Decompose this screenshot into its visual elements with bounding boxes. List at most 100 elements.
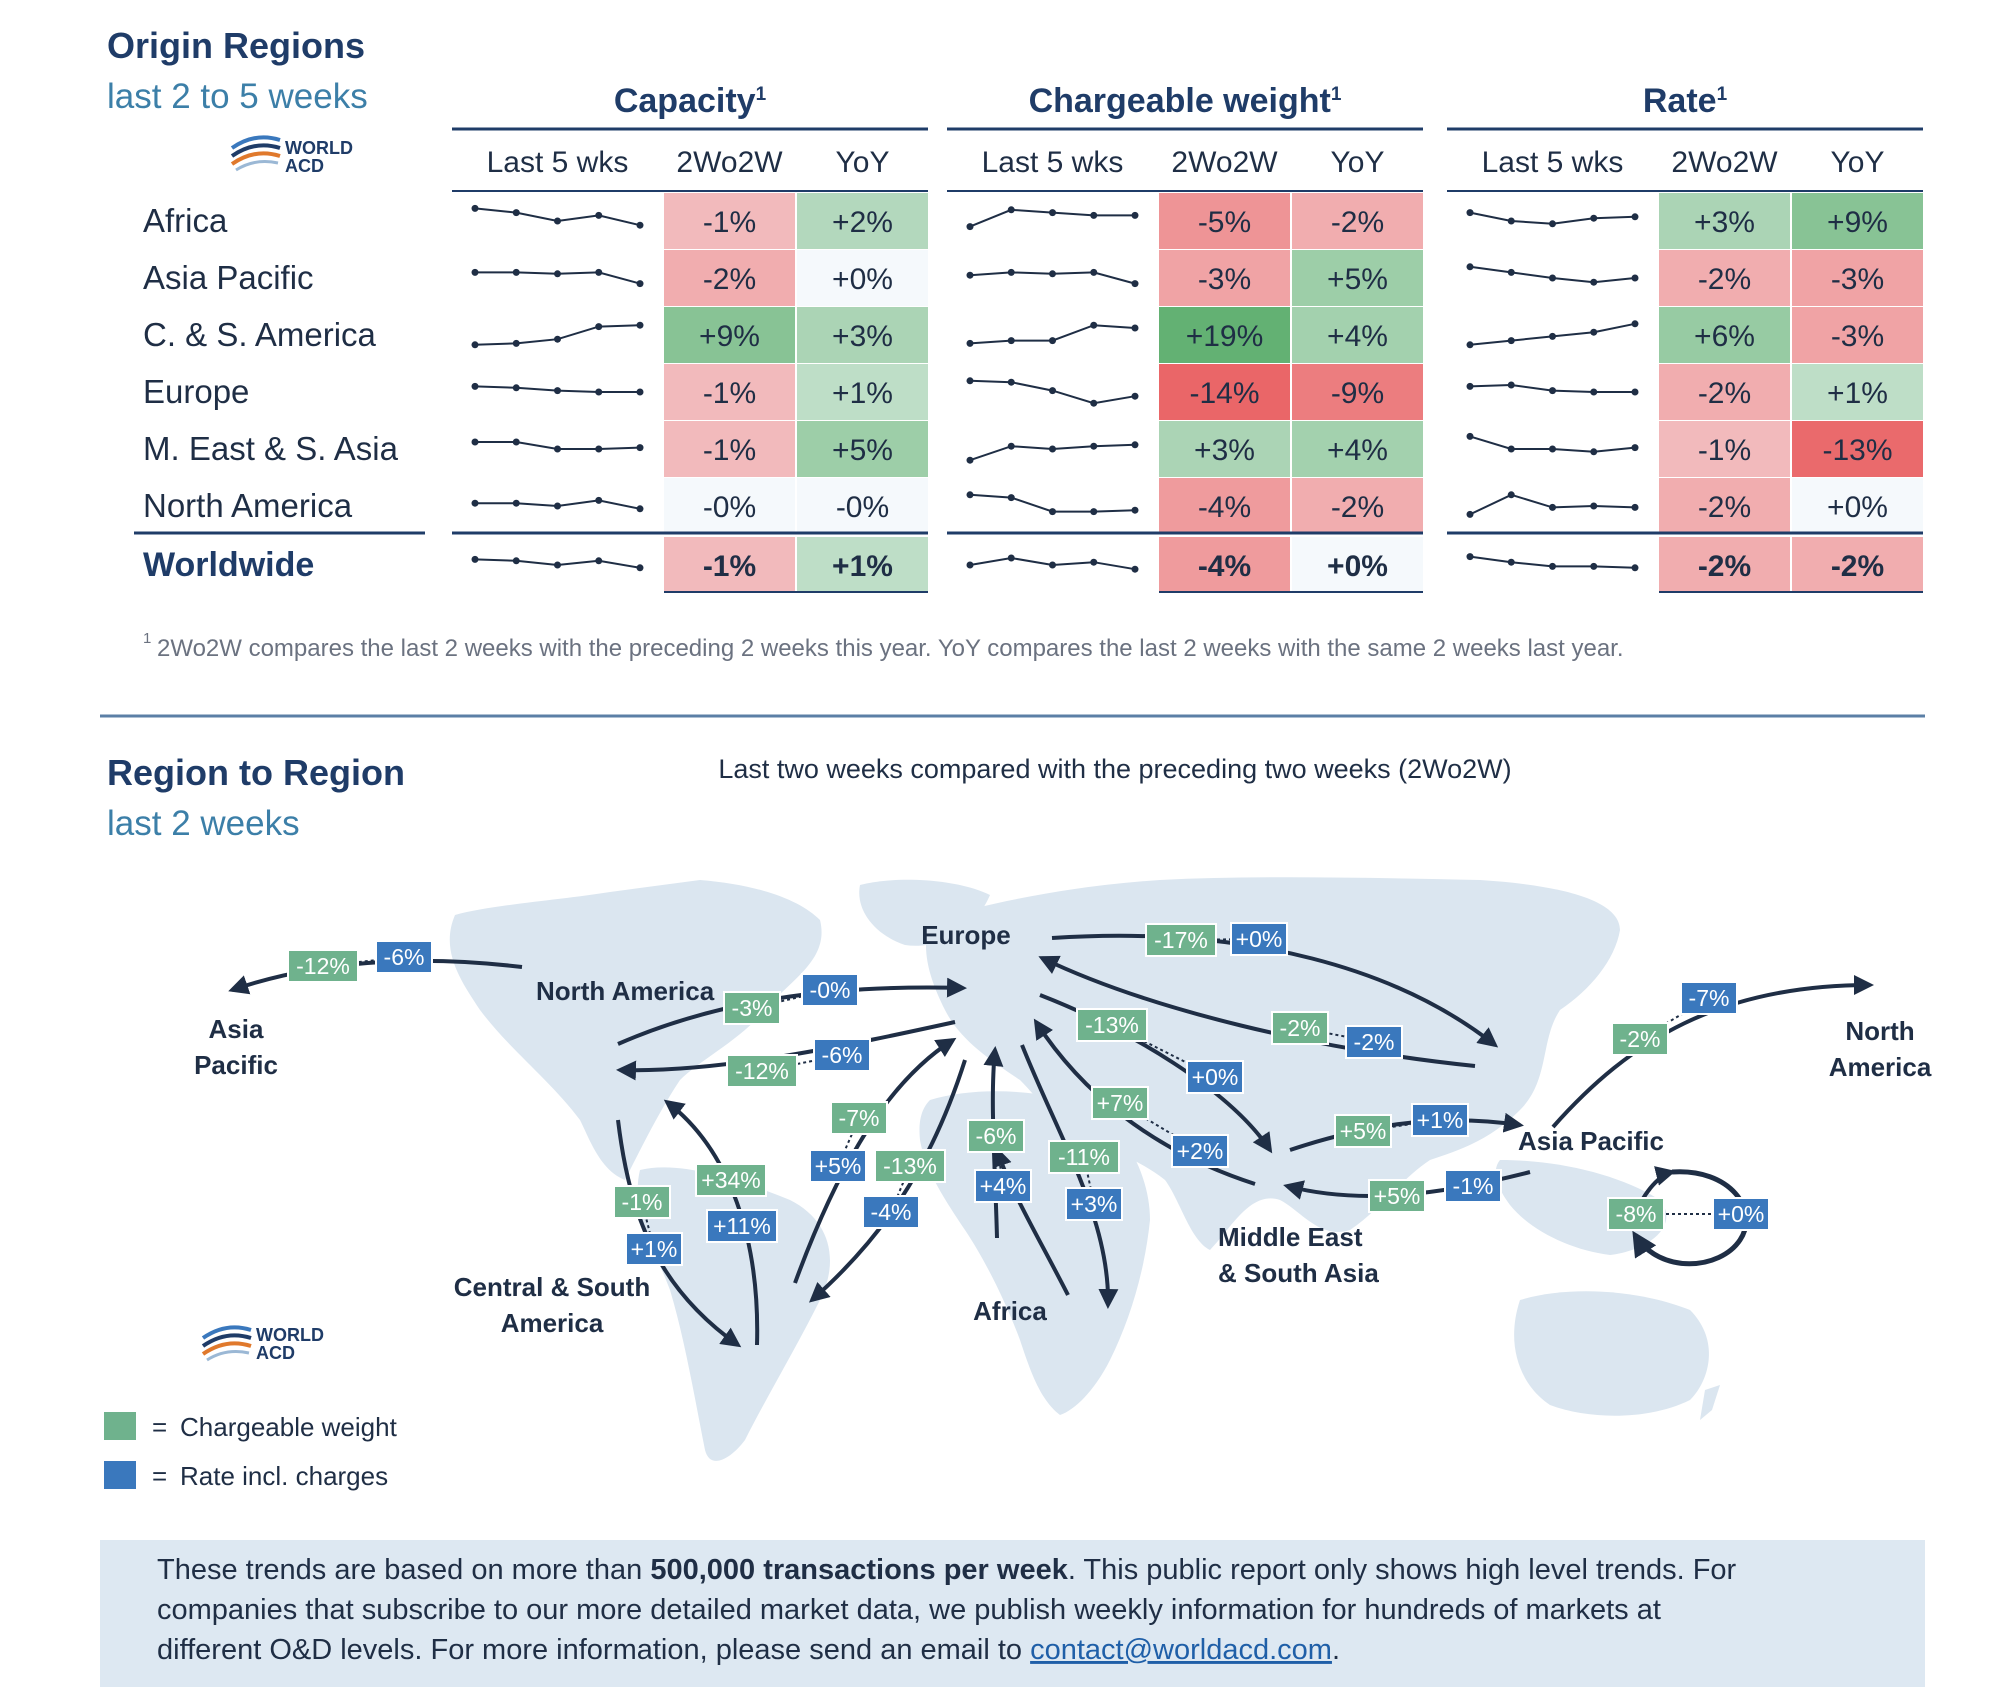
heat-cell	[1292, 478, 1423, 534]
map-label-north-america-right: North	[1845, 1016, 1914, 1046]
info-banner: These trends are based on more than 500,…	[100, 1540, 1925, 1687]
sparkline-point	[471, 341, 479, 349]
heat-cell	[1159, 364, 1290, 420]
heat-cell	[797, 364, 928, 420]
heat-cell	[1659, 193, 1790, 249]
table-row: Europe -1% +1% -14% -9% -2% +1%	[143, 364, 1923, 420]
heat-cell	[1792, 537, 1923, 593]
footnote-text: 2Wo2W compares the last 2 weeks with the…	[157, 635, 1624, 662]
logo-swirl-icon	[230, 135, 281, 172]
badge-chargeable: -3%	[723, 991, 781, 1025]
sparkline-point	[1131, 324, 1139, 332]
region-label: Africa	[143, 202, 228, 239]
badge-chargeable: +5%	[1368, 1179, 1426, 1213]
map-label-africa: Africa	[973, 1296, 1047, 1326]
sparkline-point	[1466, 432, 1474, 440]
sparkline-point	[1049, 387, 1056, 395]
badge-chargeable-value: +34%	[701, 1167, 760, 1193]
heat-cell	[1292, 537, 1423, 593]
badge-chargeable-value: -3%	[732, 995, 773, 1021]
sparkline-point	[1090, 211, 1098, 219]
heat-cell	[1792, 193, 1923, 249]
region-subtitle: last 2 weeks	[107, 804, 300, 843]
sparkline-point	[554, 502, 561, 510]
badge-rate-value: +0%	[1236, 926, 1283, 952]
land-australia	[1514, 1291, 1709, 1416]
heat-cell	[797, 478, 928, 534]
sparkline-point	[1549, 387, 1556, 395]
region-label: Europe	[143, 373, 249, 410]
sparkline-point	[1590, 214, 1598, 222]
badge-chargeable: -12%	[287, 949, 359, 983]
badge-rate-box	[1444, 1169, 1502, 1203]
badge-rate-box	[801, 973, 859, 1007]
legend-label-rate: Rate incl. charges	[180, 1461, 388, 1491]
arrow-apac-self-loop	[1632, 1169, 1749, 1267]
sparkline-point	[1131, 211, 1139, 219]
map-label-north-america: North America	[536, 976, 715, 1006]
heat-cell	[1659, 478, 1790, 534]
badge-rate: +2%	[1171, 1134, 1229, 1168]
sparkline-point	[1466, 510, 1474, 518]
heat-cell	[797, 537, 928, 593]
banner-bold: 500,000 transactions per week	[650, 1554, 1068, 1586]
sparkline-point	[636, 221, 644, 229]
world-acd-logo: WORLD ACD	[230, 135, 353, 176]
region-label: Asia Pacific	[143, 259, 314, 296]
badge-rate: +11%	[706, 1209, 778, 1243]
column-header: YoY	[1331, 146, 1385, 179]
badge-chargeable: +34%	[695, 1163, 767, 1197]
badge-chargeable-value: -13%	[883, 1153, 937, 1179]
badge-chargeable: -13%	[874, 1149, 946, 1183]
sparkline-point	[1631, 320, 1639, 328]
badge-rate-box	[1345, 1025, 1403, 1059]
badge-chargeable: -13%	[1076, 1008, 1148, 1042]
column-header: Last 5 wks	[487, 146, 629, 179]
sparkline-point	[512, 499, 520, 507]
sparkline-point	[1049, 270, 1056, 278]
badge-rate-box	[862, 1195, 920, 1229]
sparkline-point	[1007, 268, 1015, 276]
heat-cell	[1792, 478, 1923, 534]
heat-cell	[797, 250, 928, 306]
cell-value-w2w: +3%	[1694, 206, 1755, 239]
heat-cell	[1659, 537, 1790, 593]
badge-chargeable-box	[695, 1163, 767, 1197]
cell-value-w2w: -2%	[1698, 491, 1751, 524]
land-southeast-asia	[1495, 1160, 1667, 1255]
badge-chargeable-box	[1048, 1140, 1120, 1174]
badge-chargeable-box	[874, 1149, 946, 1183]
sparkline-point	[1007, 337, 1015, 345]
sparkline-point	[966, 223, 974, 231]
sparkline-point	[1590, 278, 1598, 286]
cell-value-w2w: -4%	[1198, 491, 1251, 524]
badge-rate-box	[1171, 1134, 1229, 1168]
badge-chargeable: -17%	[1145, 923, 1217, 957]
badge-chargeable-box	[1271, 1011, 1329, 1045]
banner-text: These trends are based on more than	[157, 1554, 650, 1586]
sparkline-point	[636, 388, 644, 396]
cell-value-yoy: +1%	[1827, 377, 1888, 410]
badge-rate: -2%	[1345, 1025, 1403, 1059]
sparkline-point	[1090, 268, 1098, 276]
arrow-apac-to-europe	[1038, 955, 1476, 1068]
legend: = Chargeable weight = Rate incl. charges	[104, 1412, 398, 1491]
sparkline-point	[1507, 445, 1515, 453]
sparkline-point	[1090, 399, 1098, 407]
sparkline-point	[1007, 378, 1015, 386]
sparkline-point	[1090, 321, 1098, 329]
contact-email-link[interactable]: contact@worldacd.com	[1030, 1634, 1332, 1666]
badge-chargeable-value: +5%	[1374, 1183, 1421, 1209]
badge-chargeable-value: -7%	[839, 1105, 880, 1131]
badge-rate-box	[1712, 1197, 1770, 1231]
cell-value-yoy: -9%	[1331, 377, 1384, 410]
map-label-middle-east: & South Asia	[1218, 1258, 1379, 1288]
cell-value-yoy: -3%	[1831, 320, 1884, 353]
flow-badges: -12% -6% -3% -0% -12% -6% -17% +0% -2% -2% -13% +0%…	[287, 922, 1770, 1266]
badge-rate-box	[625, 1232, 683, 1266]
sparkline-point	[636, 444, 644, 452]
heat-cell	[1159, 193, 1290, 249]
badge-chargeable-value: -12%	[296, 953, 350, 979]
region-label: M. East & S. Asia	[143, 430, 399, 467]
heat-cell	[1792, 364, 1923, 420]
